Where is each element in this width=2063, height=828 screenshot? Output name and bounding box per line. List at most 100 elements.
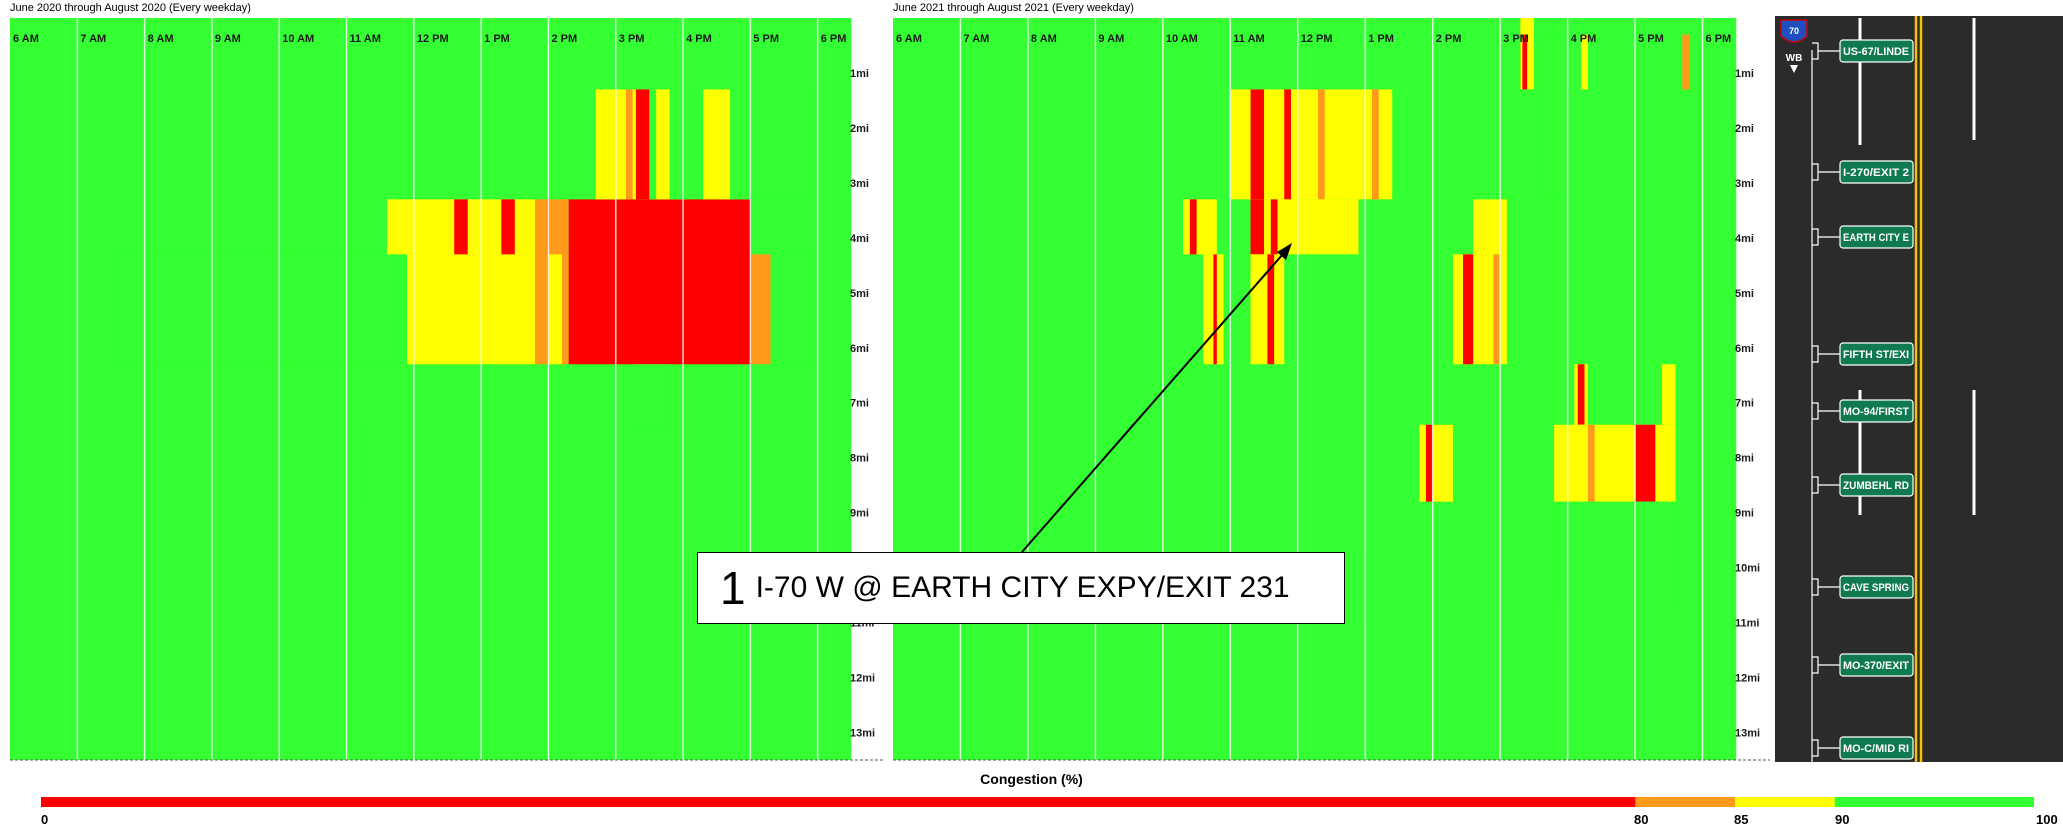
heatmap-cell	[1425, 424, 1433, 502]
heatmap-cell	[1540, 34, 1568, 200]
legend-segment-yellow	[1735, 797, 1835, 807]
exit-connector	[1812, 42, 1840, 60]
time-tick-label: 10 AM	[282, 33, 314, 45]
exit-connector	[1812, 578, 1840, 596]
legend-segment-red	[41, 797, 1636, 807]
mile-tick-label: 7mi	[1735, 398, 1754, 410]
exit-sign-label: MO-94/FIRST	[1843, 406, 1909, 418]
mile-tick-label: 5mi	[1735, 288, 1754, 300]
exit-connector	[1812, 656, 1840, 674]
legend-segment-orange	[1635, 797, 1736, 807]
time-tick-label: 2 PM	[1436, 33, 1462, 45]
heatmap-cell	[750, 254, 771, 365]
heatmap-cell	[1213, 254, 1217, 365]
heatmap-cell	[1522, 34, 1528, 90]
heatmap-cell	[1250, 89, 1265, 200]
heatmap-cell	[407, 199, 535, 365]
heatmap-2021: 6 AM 7 AM 8 AM 9 AM 10 AM 11 AM 12 PM 1 PM 2 PM 3…	[893, 18, 1770, 761]
panel-title-2021: June 2021 through August 2021 (Every wee…	[893, 2, 1134, 14]
heatmap-cell	[548, 254, 562, 365]
exit-sign-label: EARTH CITY E	[1843, 232, 1909, 244]
mile-tick-label: 2mi	[1735, 123, 1754, 135]
time-tick-label: 8 AM	[148, 33, 174, 45]
exit-sign	[1839, 225, 1914, 249]
legend-segment-green	[1834, 797, 2034, 807]
mile-tick-label: 11mi	[1735, 618, 1759, 630]
mile-tick-label: 12mi	[850, 673, 875, 685]
heatmap-cell	[669, 89, 690, 200]
exit-sign-label: MO-C/MID RI	[1843, 743, 1909, 755]
time-tick-label: 4 PM	[1571, 33, 1597, 45]
heatmap-cell	[635, 89, 650, 200]
shield-number: 70	[1789, 26, 1799, 36]
exit-sign	[1839, 399, 1914, 423]
exit-sign-label: MO-370/EXIT	[1843, 660, 1909, 672]
heatmap-cell	[777, 254, 811, 365]
heatmap-cell	[1581, 34, 1588, 90]
exit-sign	[1839, 160, 1914, 184]
exit-sign	[1839, 342, 1914, 366]
exit-sign	[1839, 575, 1914, 599]
time-tick-label: 6 PM	[821, 33, 847, 45]
mile-tick-label: 3mi	[850, 178, 869, 190]
panel-title-2020: June 2020 through August 2020 (Every wee…	[10, 2, 251, 14]
mile-tick-label: 8mi	[850, 453, 869, 465]
mile-tick-label: 6mi	[850, 343, 869, 355]
legend-tick-80: 80	[1634, 812, 1649, 827]
mile-tick-label: 9mi	[1735, 508, 1754, 520]
heatmap-cell	[1473, 199, 1507, 255]
heatmap-cell	[1463, 254, 1474, 365]
heatmap-cell	[1267, 254, 1275, 365]
time-tick-label: 6 PM	[1706, 33, 1732, 45]
callout-text: I-70 W @ EARTH CITY EXPY/EXIT 231	[755, 571, 1290, 604]
exit-sign-label: FIFTH ST/EXI	[1843, 349, 1909, 361]
mile-tick-label: 1mi	[850, 68, 869, 80]
time-tick-label: 3 PM	[619, 33, 645, 45]
mile-tick-label: 6mi	[1735, 343, 1754, 355]
time-tick-label: 9 AM	[215, 33, 241, 45]
time-tick-label: 9 AM	[1098, 33, 1124, 45]
heatmap-cell	[117, 254, 394, 365]
exit-sign-label: US-67/LINDE	[1843, 46, 1909, 58]
interstate-shield-icon	[1780, 19, 1808, 43]
heatmap-cell	[1419, 424, 1453, 502]
time-tick-label: 10 AM	[1166, 33, 1198, 45]
exit-connector	[1812, 345, 1840, 363]
heatmap-cell	[703, 89, 731, 200]
exit-connector	[1812, 402, 1840, 420]
callout-arrow	[1021, 245, 1291, 553]
road-diagram: 70 WB US-67/LINDE I-270/EXIT 2 EARTH CITY E F…	[1775, 16, 2063, 762]
mile-tick-label: 9mi	[850, 508, 869, 520]
time-tick-label: 12 PM	[417, 33, 449, 45]
direction-arrow-icon	[1790, 65, 1798, 73]
exit-sign-label: CAVE SPRING	[1843, 582, 1909, 594]
heatmap-cell	[1587, 424, 1595, 502]
heatmap-cell	[1682, 34, 1690, 90]
legend-title: Congestion (%)	[980, 771, 1083, 787]
heatmap-cell	[1662, 364, 1676, 425]
direction-label: WB	[1786, 53, 1803, 64]
heatmap-cell	[501, 199, 515, 255]
time-tick-label: 1 PM	[1368, 33, 1394, 45]
time-tick-label: 11 AM	[350, 33, 381, 45]
exit-connector	[1812, 476, 1840, 494]
exit-sign-label: I-270/EXIT 2	[1843, 167, 1909, 179]
heatmap-cell	[1554, 501, 1676, 601]
time-tick-label: 8 AM	[1031, 33, 1057, 45]
mile-tick-label: 13mi	[1735, 728, 1760, 740]
time-tick-label: 6 AM	[896, 33, 922, 45]
heatmap-cell	[1493, 254, 1501, 365]
heatmap-cell	[1554, 424, 1676, 502]
exit-connector	[1812, 163, 1840, 181]
heatmap-cell	[1318, 89, 1325, 200]
heatmap-cell	[649, 89, 657, 200]
congestion-legend	[41, 797, 2034, 807]
exit-sign	[1839, 39, 1914, 63]
heatmap-cell	[635, 364, 670, 425]
heatmap-cell	[1189, 199, 1197, 255]
legend-tick-0: 0	[41, 812, 49, 827]
exit-connector	[1812, 739, 1840, 757]
exit-sign	[1839, 736, 1914, 760]
mile-tick-label: 7mi	[850, 398, 869, 410]
